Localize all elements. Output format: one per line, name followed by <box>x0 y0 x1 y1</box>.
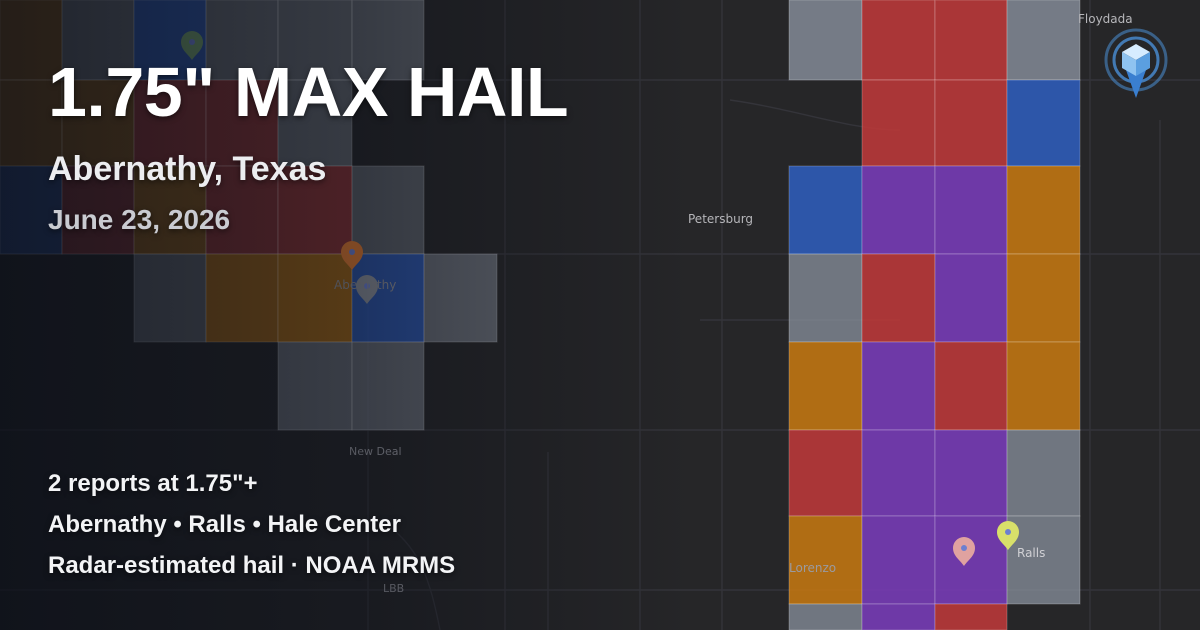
max-hail-headline: 1.75" MAX HAIL <box>48 53 569 131</box>
hail-cell-orange <box>788 515 863 605</box>
hail-cell-red <box>934 0 1008 81</box>
hail-cell-orange <box>1006 253 1081 343</box>
hail-cell-blue <box>1006 79 1081 167</box>
place-label-lbb: LBB <box>383 582 405 595</box>
place-label-floydada: Floydada <box>1078 12 1133 26</box>
data-source: Radar-estimated hail · NOAA MRMS <box>48 552 456 579</box>
hail-cell-red <box>934 341 1008 431</box>
hail-cell-gray <box>1006 0 1081 81</box>
hail-cell-gray <box>788 603 863 630</box>
hail-cell-purple <box>861 341 936 431</box>
hail-cell-blue <box>788 165 863 255</box>
hail-cell-gray <box>423 253 498 343</box>
hail-cell-gray <box>351 341 425 431</box>
hail-cell-red <box>934 603 1008 630</box>
hail-cell-purple <box>934 515 1008 605</box>
hail-cell-red <box>861 0 936 81</box>
hail-cell-purple <box>934 429 1008 517</box>
hail-cell-gray <box>788 253 863 343</box>
event-date: June 23, 2026 <box>48 204 231 235</box>
place-label-new-deal: New Deal <box>349 445 402 458</box>
hail-cell-purple <box>934 253 1008 343</box>
hail-cell-orange <box>1006 341 1081 431</box>
place-label-abernathy: Abernathy <box>334 278 397 292</box>
affected-places: Abernathy • Ralls • Hale Center <box>48 511 401 538</box>
hail-cell-purple <box>861 429 936 517</box>
hail-cell-orange <box>788 341 863 431</box>
place-label-lorenzo: Lorenzo <box>789 561 837 575</box>
hail-cell-purple <box>934 165 1008 255</box>
hail-cell-gray <box>277 341 353 431</box>
hail-cell-red <box>861 253 936 343</box>
hail-cell-purple <box>861 603 936 630</box>
hail-cell-gray <box>351 165 425 255</box>
hail-cell-red <box>788 429 863 517</box>
hail-cell-purple <box>861 165 936 255</box>
hail-cell-orange <box>205 253 279 343</box>
hail-cell-purple <box>861 515 936 605</box>
hail-cell-gray <box>133 253 207 343</box>
location-title: Abernathy, Texas <box>48 150 327 188</box>
hail-cell-orange <box>277 253 353 343</box>
hail-cell-gray <box>1006 429 1081 517</box>
report-count: 2 reports at 1.75"+ <box>48 470 258 497</box>
hail-cell-red <box>861 79 936 167</box>
hail-cell-red <box>934 79 1008 167</box>
hail-radar-logo-icon <box>1104 28 1168 98</box>
hail-cell-gray <box>788 0 863 81</box>
hail-cell-orange <box>1006 165 1081 255</box>
place-label-petersburg: Petersburg <box>688 212 754 226</box>
place-label-ralls: Ralls <box>1017 546 1046 560</box>
